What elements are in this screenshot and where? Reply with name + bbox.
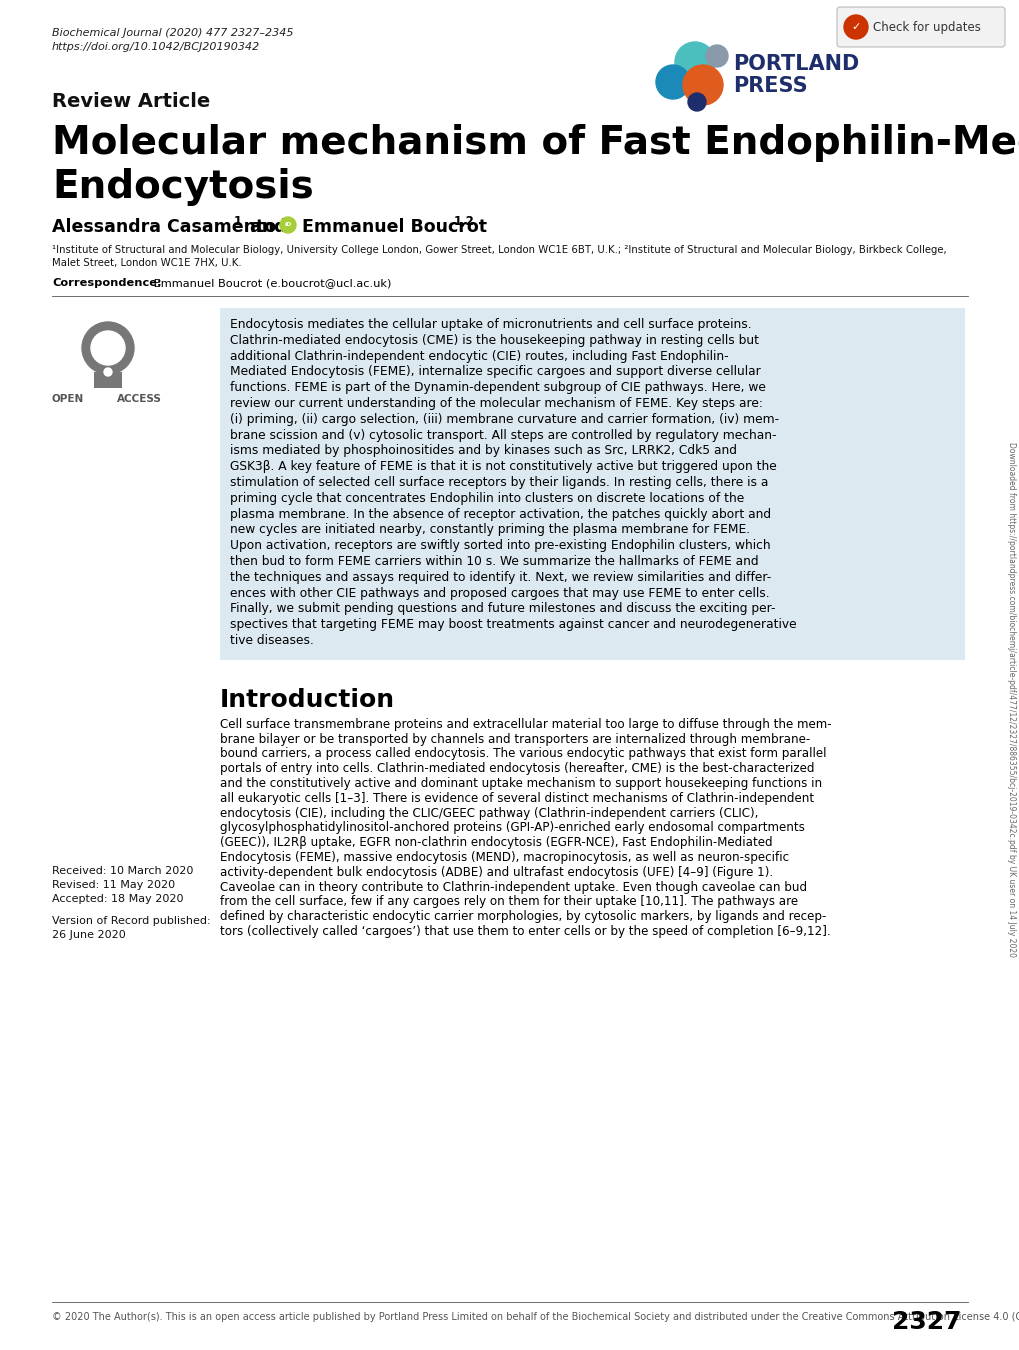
Text: Malet Street, London WC1E 7HX, U.K.: Malet Street, London WC1E 7HX, U.K. xyxy=(52,258,242,269)
Text: from the cell surface, few if any cargoes rely on them for their uptake [10,11].: from the cell surface, few if any cargoe… xyxy=(220,895,797,909)
Text: Mediated Endocytosis (FEME), internalize specific cargoes and support diverse ce: Mediated Endocytosis (FEME), internalize… xyxy=(229,366,760,378)
Text: 2327: 2327 xyxy=(892,1310,961,1334)
FancyBboxPatch shape xyxy=(837,7,1004,47)
Text: brane scission and (v) cytosolic transport. All steps are controlled by regulato: brane scission and (v) cytosolic transpo… xyxy=(229,428,775,441)
Text: new cycles are initiated nearby, constantly priming the plasma membrane for FEME: new cycles are initiated nearby, constan… xyxy=(229,524,749,536)
Text: the techniques and assays required to identify it. Next, we review similarities : the techniques and assays required to id… xyxy=(229,571,770,583)
Text: isms mediated by phosphoinositides and by kinases such as Src, LRRK2, Cdk5 and: isms mediated by phosphoinositides and b… xyxy=(229,444,737,458)
Text: Revised: 11 May 2020: Revised: 11 May 2020 xyxy=(52,880,175,890)
Text: iD: iD xyxy=(284,223,291,228)
Text: PRESS: PRESS xyxy=(733,76,807,96)
Text: Endocytosis (FEME), massive endocytosis (MEND), macropinocytosis, as well as neu: Endocytosis (FEME), massive endocytosis … xyxy=(220,850,789,864)
Circle shape xyxy=(655,65,689,99)
Text: brane bilayer or be transported by channels and transporters are internalized th: brane bilayer or be transported by chann… xyxy=(220,733,809,745)
Text: (i) priming, (ii) cargo selection, (iii) membrane curvature and carrier formatio: (i) priming, (ii) cargo selection, (iii)… xyxy=(229,413,779,425)
Text: ences with other CIE pathways and proposed cargoes that may use FEME to enter ce: ences with other CIE pathways and propos… xyxy=(229,587,769,599)
Text: Review Article: Review Article xyxy=(52,92,210,111)
Text: endocytosis (CIE), including the CLIC/GEEC pathway (Clathrin-independent carrier: endocytosis (CIE), including the CLIC/GE… xyxy=(220,806,758,819)
Text: stimulation of selected cell surface receptors by their ligands. In resting cell: stimulation of selected cell surface rec… xyxy=(229,477,767,489)
FancyBboxPatch shape xyxy=(94,373,122,387)
Circle shape xyxy=(91,331,125,364)
Text: all eukaryotic cells [1–3]. There is evidence of several distinct mechanisms of : all eukaryotic cells [1–3]. There is evi… xyxy=(220,792,813,805)
Text: Check for updates: Check for updates xyxy=(872,20,980,34)
Text: Emmanuel Boucrot (e.boucrot@ucl.ac.uk): Emmanuel Boucrot (e.boucrot@ucl.ac.uk) xyxy=(150,278,391,288)
Text: and: and xyxy=(244,217,292,236)
Text: 1: 1 xyxy=(233,215,242,228)
Circle shape xyxy=(705,45,728,68)
Text: © 2020 The Author(s). This is an open access article published by Portland Press: © 2020 The Author(s). This is an open ac… xyxy=(52,1312,1019,1322)
Text: ACCESS: ACCESS xyxy=(117,394,162,404)
Circle shape xyxy=(104,369,112,377)
Text: Molecular mechanism of Fast Endophilin-Mediated: Molecular mechanism of Fast Endophilin-M… xyxy=(52,124,1019,162)
Circle shape xyxy=(683,65,722,105)
Text: review our current understanding of the molecular mechanism of FEME. Key steps a: review our current understanding of the … xyxy=(229,397,762,410)
Circle shape xyxy=(82,323,133,374)
Text: GSK3β. A key feature of FEME is that it is not constitutively active but trigger: GSK3β. A key feature of FEME is that it … xyxy=(229,460,776,474)
Text: portals of entry into cells. Clathrin-mediated endocytosis (hereafter, CME) is t: portals of entry into cells. Clathrin-me… xyxy=(220,763,814,775)
Text: bound carriers, a process called endocytosis. The various endocytic pathways tha: bound carriers, a process called endocyt… xyxy=(220,748,825,760)
Text: Downloaded from https://portlandpress.com/biochemj/article-pdf/477/12/2327/88635: Downloaded from https://portlandpress.co… xyxy=(1007,443,1016,957)
Circle shape xyxy=(843,15,867,39)
Text: priming cycle that concentrates Endophilin into clusters on discrete locations o: priming cycle that concentrates Endophil… xyxy=(229,491,744,505)
Text: then bud to form FEME carriers within 10 s. We summarize the hallmarks of FEME a: then bud to form FEME carriers within 10… xyxy=(229,555,758,568)
Circle shape xyxy=(688,93,705,111)
Text: Received: 10 March 2020: Received: 10 March 2020 xyxy=(52,865,194,876)
Text: ✓: ✓ xyxy=(851,22,860,32)
Text: additional Clathrin-independent endocytic (CIE) routes, including Fast Endophili: additional Clathrin-independent endocyti… xyxy=(229,350,728,363)
Text: (GEEC)), IL2Rβ uptake, EGFR non-clathrin endocytosis (EGFR-NCE), Fast Endophilin: (GEEC)), IL2Rβ uptake, EGFR non-clathrin… xyxy=(220,836,771,849)
Text: Correspondence:: Correspondence: xyxy=(52,278,161,288)
Text: plasma membrane. In the absence of receptor activation, the patches quickly abor: plasma membrane. In the absence of recep… xyxy=(229,508,770,521)
Text: Emmanuel Boucrot: Emmanuel Boucrot xyxy=(302,217,486,236)
Text: tive diseases.: tive diseases. xyxy=(229,634,314,647)
Text: Caveolae can in theory contribute to Clathrin-independent uptake. Even though ca: Caveolae can in theory contribute to Cla… xyxy=(220,880,806,894)
Text: Version of Record published:: Version of Record published: xyxy=(52,915,210,926)
Text: Cell surface transmembrane proteins and extracellular material too large to diff: Cell surface transmembrane proteins and … xyxy=(220,718,830,730)
Text: Introduction: Introduction xyxy=(220,687,394,711)
Text: https://doi.org/10.1042/BCJ20190342: https://doi.org/10.1042/BCJ20190342 xyxy=(52,42,260,53)
Text: Clathrin-mediated endocytosis (CME) is the housekeeping pathway in resting cells: Clathrin-mediated endocytosis (CME) is t… xyxy=(229,333,758,347)
Text: 1,2: 1,2 xyxy=(453,215,475,228)
Text: tors (collectively called ‘cargoes’) that use them to enter cells or by the spee: tors (collectively called ‘cargoes’) tha… xyxy=(220,925,829,938)
Text: Finally, we submit pending questions and future milestones and discuss the excit: Finally, we submit pending questions and… xyxy=(229,602,774,616)
Circle shape xyxy=(280,217,296,234)
Text: PORTLAND: PORTLAND xyxy=(733,54,858,74)
Text: Alessandra Casamento: Alessandra Casamento xyxy=(52,217,276,236)
Text: Endocytosis mediates the cellular uptake of micronutrients and cell surface prot: Endocytosis mediates the cellular uptake… xyxy=(229,319,751,331)
Text: Endocytosis: Endocytosis xyxy=(52,167,314,207)
Text: ¹Institute of Structural and Molecular Biology, University College London, Gower: ¹Institute of Structural and Molecular B… xyxy=(52,244,946,255)
Text: Accepted: 18 May 2020: Accepted: 18 May 2020 xyxy=(52,894,183,903)
FancyBboxPatch shape xyxy=(220,308,964,660)
Text: functions. FEME is part of the Dynamin-dependent subgroup of CIE pathways. Here,: functions. FEME is part of the Dynamin-d… xyxy=(229,381,765,394)
Text: Upon activation, receptors are swiftly sorted into pre-existing Endophilin clust: Upon activation, receptors are swiftly s… xyxy=(229,539,770,552)
Text: and the constitutively active and dominant uptake mechanism to support housekeep: and the constitutively active and domina… xyxy=(220,778,821,790)
Text: OPEN: OPEN xyxy=(52,394,85,404)
Text: activity-dependent bulk endocytosis (ADBE) and ultrafast endocytosis (UFE) [4–9]: activity-dependent bulk endocytosis (ADB… xyxy=(220,865,772,879)
Text: defined by characteristic endocytic carrier morphologies, by cytosolic markers, : defined by characteristic endocytic carr… xyxy=(220,910,825,923)
Circle shape xyxy=(100,364,116,379)
Text: Biochemical Journal (2020) 477 2327–2345: Biochemical Journal (2020) 477 2327–2345 xyxy=(52,28,293,38)
Circle shape xyxy=(675,42,714,82)
Text: 26 June 2020: 26 June 2020 xyxy=(52,930,125,940)
Text: glycosylphosphatidylinositol-anchored proteins (GPI-AP)-enriched early endosomal: glycosylphosphatidylinositol-anchored pr… xyxy=(220,821,804,834)
Text: spectives that targeting FEME may boost treatments against cancer and neurodegen: spectives that targeting FEME may boost … xyxy=(229,618,796,632)
